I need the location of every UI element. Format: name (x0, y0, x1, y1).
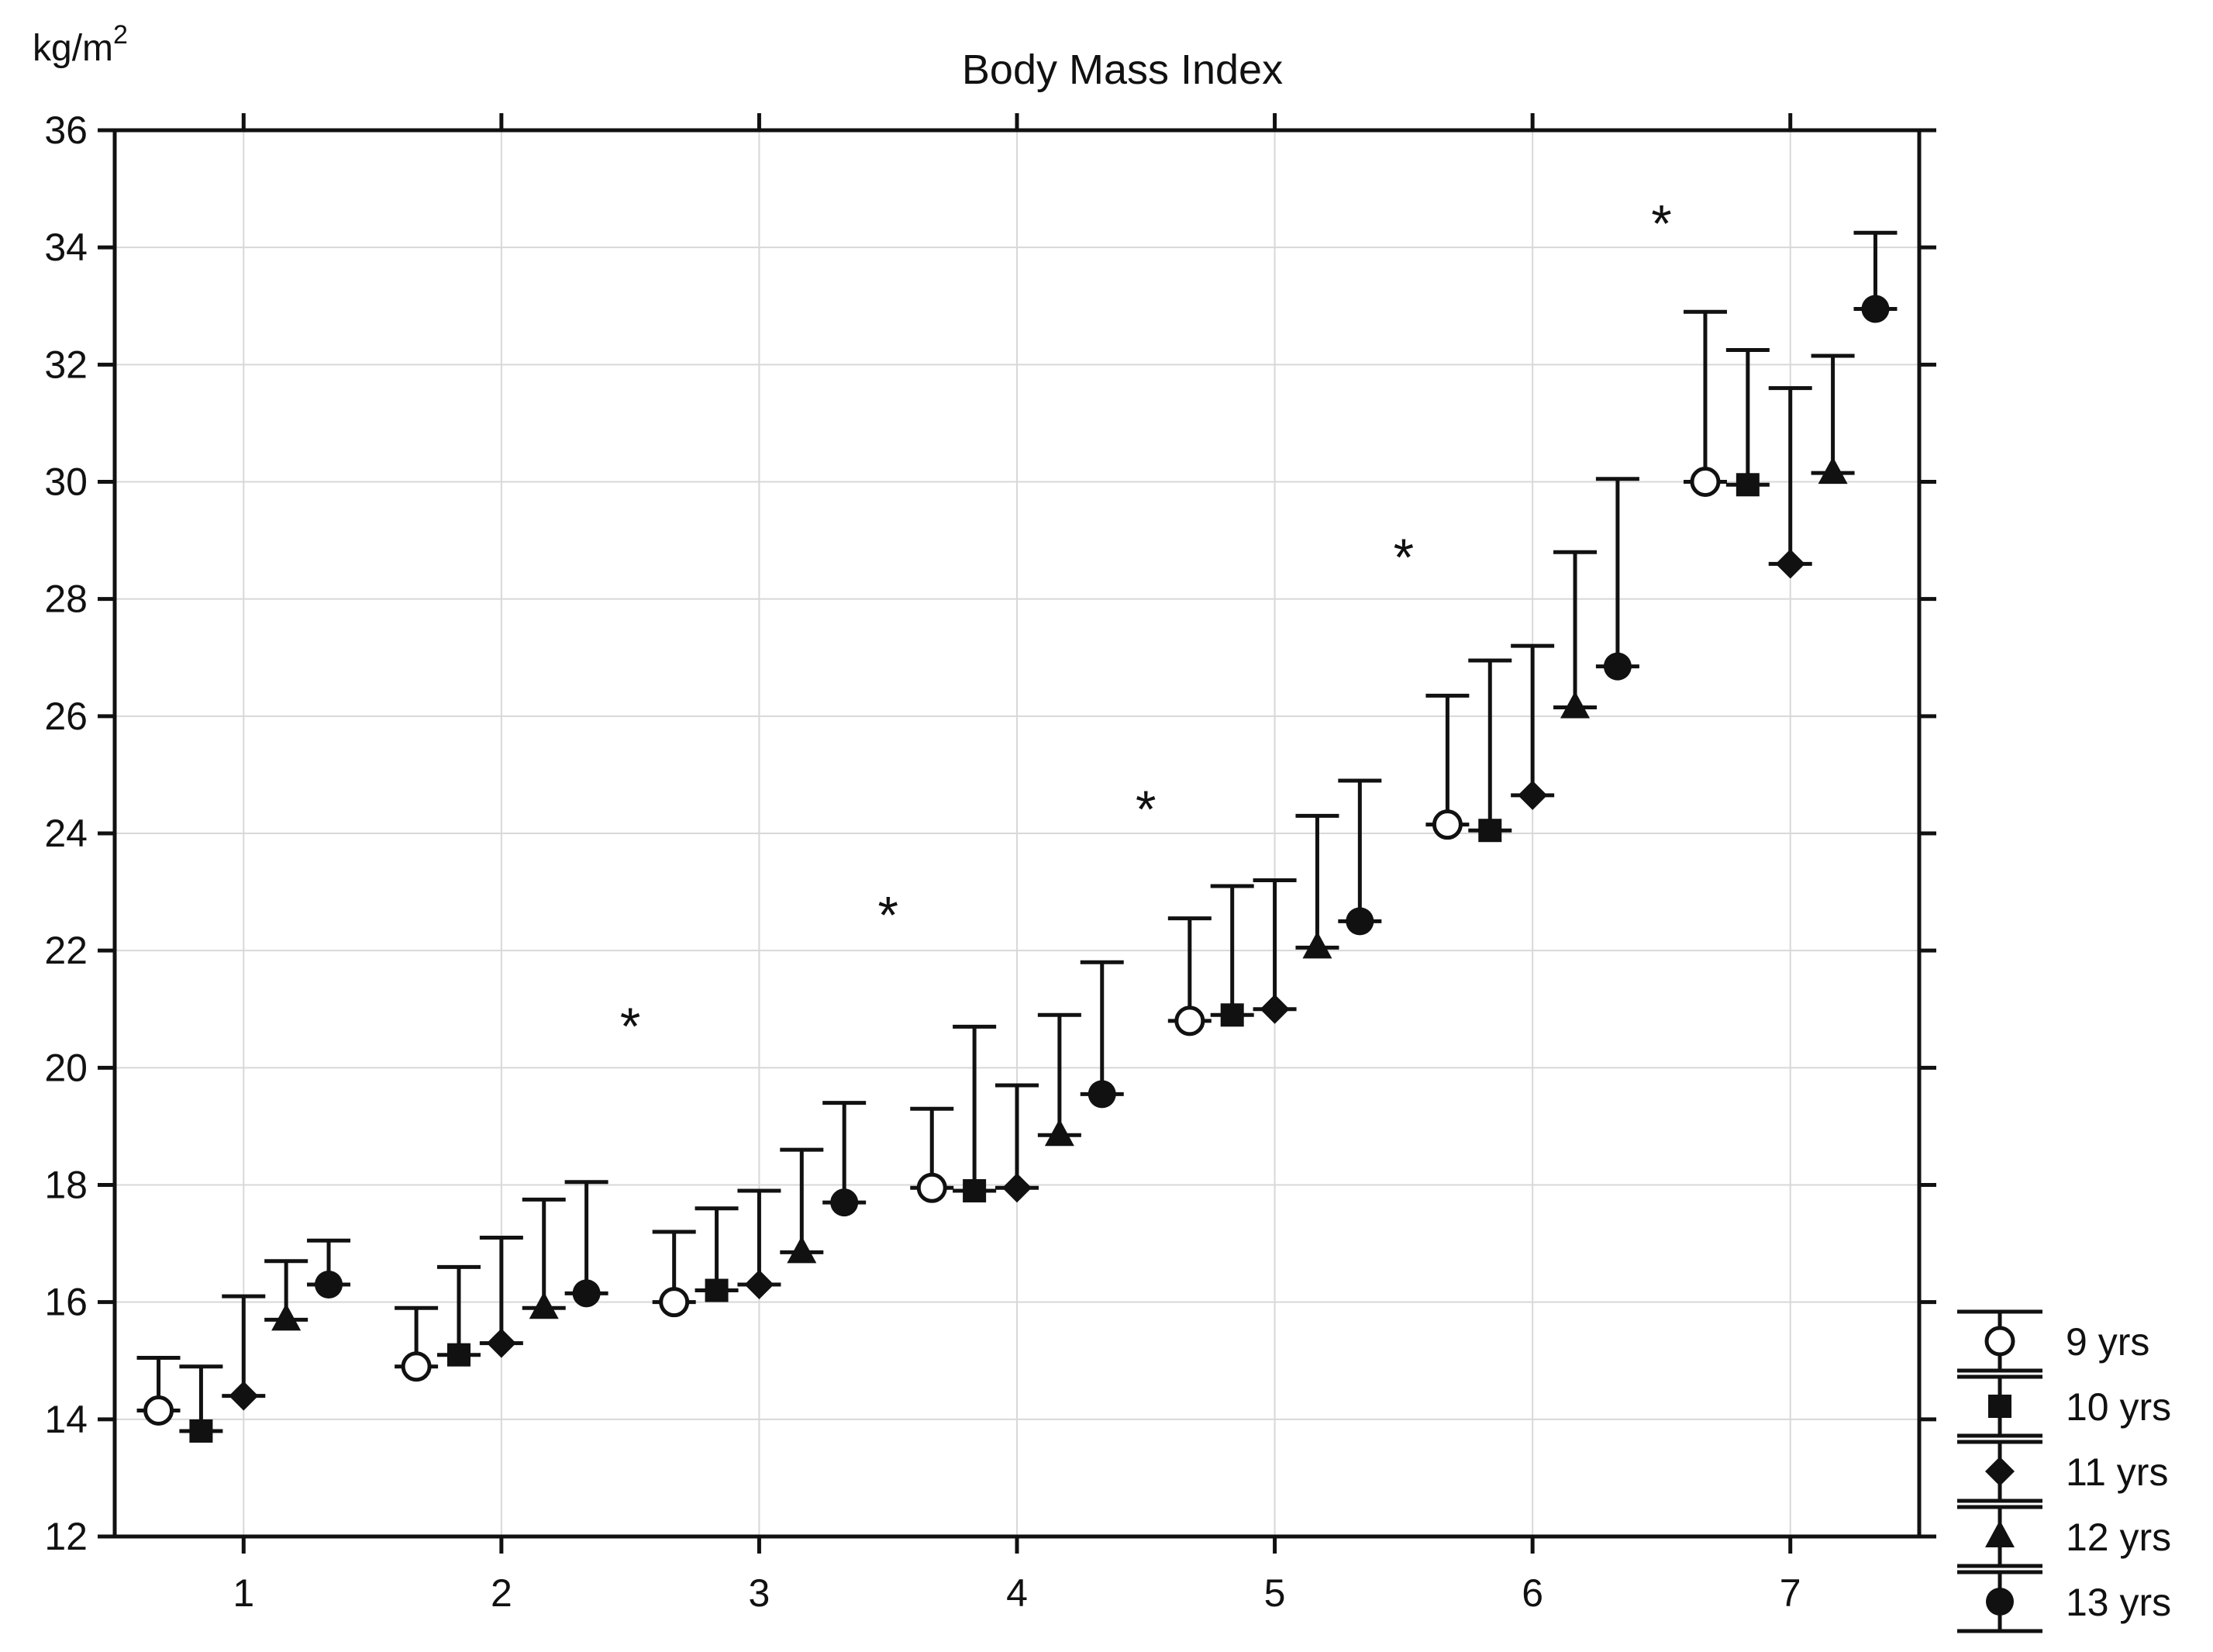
y-tick-label: 30 (44, 460, 88, 504)
data-point (189, 1419, 213, 1443)
data-point (1478, 819, 1502, 843)
data-point (446, 1343, 471, 1367)
y-axis-label: kg/m2 (33, 20, 128, 69)
x-tick-label: 7 (1780, 1571, 1801, 1615)
significance-asterisk: * (1136, 780, 1156, 839)
data-point (787, 1236, 817, 1264)
y-tick-label: 12 (44, 1515, 88, 1558)
y-tick-label: 24 (44, 812, 88, 855)
data-point (1088, 1080, 1116, 1109)
y-tick-label: 36 (44, 109, 88, 152)
legend-marker (1986, 1588, 2014, 1616)
data-point (963, 1179, 987, 1203)
data-point (1775, 549, 1805, 579)
data-point (830, 1188, 859, 1217)
legend-label: 9 yrs (2066, 1320, 2149, 1364)
data-point (1044, 1119, 1074, 1147)
y-tick-label: 34 (44, 226, 88, 269)
data-point (271, 1303, 302, 1331)
legend-marker (1988, 1395, 2011, 1418)
data-point (1603, 652, 1632, 681)
y-tick-label: 14 (44, 1398, 88, 1441)
data-point (1260, 994, 1290, 1024)
y-tick-label: 32 (44, 343, 88, 386)
y-tick-label: 22 (44, 929, 88, 972)
data-point (1818, 457, 1848, 485)
data-point (315, 1270, 343, 1298)
significance-asterisk: * (620, 997, 640, 1056)
data-point (1560, 691, 1591, 719)
data-point (1861, 295, 1890, 323)
legend-marker (1985, 1457, 2015, 1486)
data-marks: * * * * * (136, 194, 1898, 1443)
legend-label: 11 yrs (2066, 1450, 2168, 1494)
data-point (705, 1278, 729, 1302)
data-point (229, 1381, 259, 1411)
data-point (1736, 473, 1760, 497)
data-point (916, 1172, 947, 1203)
y-tick-label: 16 (44, 1281, 88, 1324)
data-point (1174, 1005, 1205, 1036)
data-point (659, 1287, 690, 1318)
significance-asterisk: * (877, 885, 898, 944)
data-point (1002, 1173, 1032, 1203)
y-tick-label: 20 (44, 1046, 88, 1089)
chart-title: Body Mass Index (962, 47, 1283, 93)
legend-marker (1985, 1520, 2015, 1547)
x-tick-label: 3 (749, 1571, 770, 1615)
legend-label: 12 yrs (2066, 1516, 2171, 1559)
legend-label: 10 yrs (2066, 1385, 2171, 1429)
data-point (1518, 780, 1548, 810)
significance-asterisk: * (1394, 528, 1414, 587)
y-tick-label: 28 (44, 578, 88, 621)
data-point (1220, 1003, 1244, 1027)
data-point (744, 1269, 774, 1299)
data-point (1432, 809, 1463, 840)
x-tick-label: 2 (491, 1571, 512, 1615)
x-tick-label: 5 (1264, 1571, 1286, 1615)
y-axis-label-text: kg/m (33, 28, 113, 69)
legend-marker (1984, 1326, 2015, 1357)
data-point (1302, 931, 1332, 959)
data-point (401, 1351, 432, 1382)
significance-asterisk: * (1651, 194, 1671, 253)
data-point (572, 1279, 601, 1308)
legend: 9 yrs 10 yrs 11 yrs 12 yrs 13 yrs (1957, 1309, 2171, 1633)
data-point (1690, 467, 1721, 497)
x-tick-label: 4 (1006, 1571, 1028, 1615)
legend-label: 13 yrs (2066, 1581, 2171, 1624)
x-tick-label: 1 (233, 1571, 254, 1615)
y-tick-label: 18 (44, 1164, 88, 1207)
data-point (1346, 907, 1374, 936)
data-point (486, 1328, 516, 1358)
data-point (143, 1395, 174, 1426)
data-point (529, 1292, 559, 1319)
y-tick-label: 26 (44, 695, 88, 738)
y-axis-label-superscript: 2 (113, 20, 128, 50)
x-tick-label: 6 (1522, 1571, 1543, 1615)
